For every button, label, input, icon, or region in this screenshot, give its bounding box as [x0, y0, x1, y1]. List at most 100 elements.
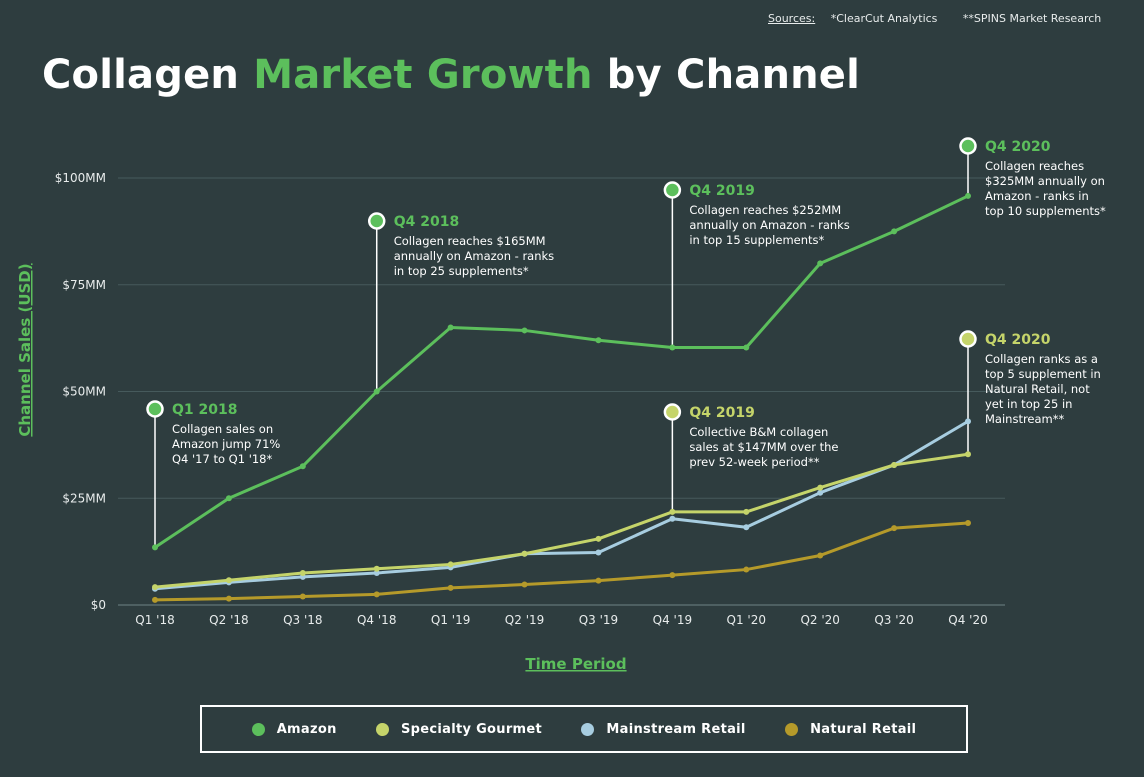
- x-tick-label: Q3 '18: [283, 613, 322, 627]
- data-point: [225, 495, 232, 502]
- annotation-text: top 5 supplement in: [985, 367, 1101, 381]
- annotation-title: Q1 2018: [172, 402, 237, 418]
- annotation-marker: [146, 400, 164, 418]
- annotation-marker: [663, 403, 682, 421]
- data-point: [669, 508, 676, 515]
- annotation-text: Q4 '17 to Q1 '18*: [172, 452, 272, 466]
- legend-item: Amazon: [251, 721, 337, 737]
- x-tick-label: Q4 '19: [653, 613, 692, 627]
- data-point: [595, 549, 602, 556]
- data-point: [965, 192, 971, 199]
- y-tick-label: $75MM: [62, 278, 106, 292]
- series-line-mainstream-retail: [154, 420, 969, 591]
- legend-item: Specialty Gourmet: [376, 722, 542, 737]
- data-point: [521, 550, 528, 557]
- data-point: [965, 520, 971, 527]
- series-line-natural-retail: [154, 521, 969, 602]
- data-point: [373, 388, 380, 395]
- legend-label: Mainstream Retail: [606, 721, 746, 737]
- annotation-title: Q4 2019: [689, 183, 754, 199]
- annotation-title: Q4 2018: [394, 214, 459, 230]
- data-point: [299, 569, 306, 576]
- data-point: [521, 581, 528, 588]
- legend-swatch: [251, 722, 265, 736]
- data-point: [373, 591, 380, 598]
- data-point: [447, 584, 454, 591]
- data-point: [225, 577, 232, 584]
- y-tick-label: $25MM: [62, 491, 106, 505]
- title-part-2: Market Growth: [253, 52, 593, 98]
- y-axis-title: Channel Sales (USD): [16, 263, 34, 436]
- data-point: [743, 566, 750, 573]
- x-tick-label: Q1 '20: [727, 613, 766, 627]
- data-point: [965, 418, 971, 425]
- annotation-marker: [663, 181, 682, 199]
- data-point: [891, 461, 898, 468]
- series-line-amazon: [154, 194, 969, 549]
- data-point: [225, 595, 232, 602]
- page-title: Collagen Market Growth by Channel: [42, 52, 860, 98]
- annotation-text: prev 52-week period**: [689, 455, 819, 469]
- data-point: [595, 577, 602, 584]
- source-spins: **SPINS Market Research: [962, 12, 1102, 25]
- data-point: [669, 515, 676, 522]
- annotation-text: sales at $147MM over the: [689, 440, 838, 454]
- x-tick-label: Q2 '20: [800, 613, 839, 627]
- annotation-text: annually on Amazon - ranks: [394, 249, 554, 263]
- annotation-text: in top 15 supplements*: [689, 233, 824, 247]
- data-point: [152, 584, 158, 591]
- annotation-text: $325MM annually on: [985, 174, 1105, 188]
- data-point: [152, 596, 158, 603]
- title-part-3: by Channel: [606, 52, 861, 98]
- legend-label: Natural Retail: [810, 721, 917, 737]
- annotation-text: Mainstream**: [985, 412, 1065, 426]
- annotation-text: Amazon - ranks in: [985, 189, 1089, 203]
- data-point: [891, 525, 898, 532]
- legend-label: Amazon: [276, 721, 337, 737]
- y-tick-label: $0: [91, 598, 106, 612]
- data-point: [447, 324, 454, 331]
- data-point: [817, 260, 824, 267]
- data-point: [669, 344, 676, 351]
- x-tick-label: Q2 '19: [505, 613, 544, 627]
- annotation-text: Collagen sales on: [172, 422, 273, 436]
- data-point: [743, 524, 750, 531]
- title-part-1: Collagen: [42, 52, 240, 98]
- data-point: [817, 489, 824, 496]
- annotation-title: Q4 2020: [985, 139, 1051, 155]
- x-tick-label: Q1 '19: [431, 613, 470, 627]
- line-chart: $0 $25MM $50MM $75MM $100MM Q1 '18 Q2 '18 Q3 '1…: [16, 137, 1106, 673]
- data-point: [447, 561, 454, 568]
- legend-swatch: [581, 722, 595, 736]
- data-point: [891, 228, 898, 235]
- data-point: [743, 344, 750, 351]
- x-tick-label: Q4 '20: [948, 613, 987, 627]
- series-line-specialty-gourmet: [154, 452, 969, 589]
- annotation-marker: [959, 330, 977, 348]
- legend-item: Mainstream Retail: [581, 722, 745, 737]
- data-point: [299, 593, 306, 600]
- annotation-text: Natural Retail, not: [985, 382, 1090, 396]
- data-point: [373, 569, 380, 576]
- data-point: [669, 572, 676, 579]
- data-point: [152, 544, 158, 551]
- y-tick-label: $50MM: [62, 385, 106, 399]
- sources-note: Sources: *ClearCut Analytics **SPINS Mar…: [768, 12, 1101, 25]
- x-tick-label: Q2 '18: [209, 613, 248, 627]
- x-tick-label: Q3 '19: [579, 613, 618, 627]
- data-point: [521, 327, 528, 334]
- annotation-title: Q4 2020: [985, 332, 1051, 348]
- legend-swatch: [785, 722, 799, 736]
- data-point: [595, 535, 602, 542]
- legend-swatch: [376, 722, 389, 736]
- annotation-marker: [959, 137, 977, 155]
- annotation-title: Q4 2019: [689, 405, 754, 421]
- legend-label: Specialty Gourmet: [401, 721, 543, 737]
- chart-legend: Amazon Specialty Gourmet Mainstream Retail…: [200, 705, 968, 753]
- y-tick-label: $100MM: [55, 171, 106, 185]
- sources-label: Sources:: [768, 12, 816, 25]
- x-tick-label: Q3 '20: [874, 613, 913, 627]
- annotation-text: in top 25 supplements*: [394, 264, 529, 278]
- annotation-text: Collagen reaches: [985, 159, 1084, 173]
- data-point: [743, 508, 750, 515]
